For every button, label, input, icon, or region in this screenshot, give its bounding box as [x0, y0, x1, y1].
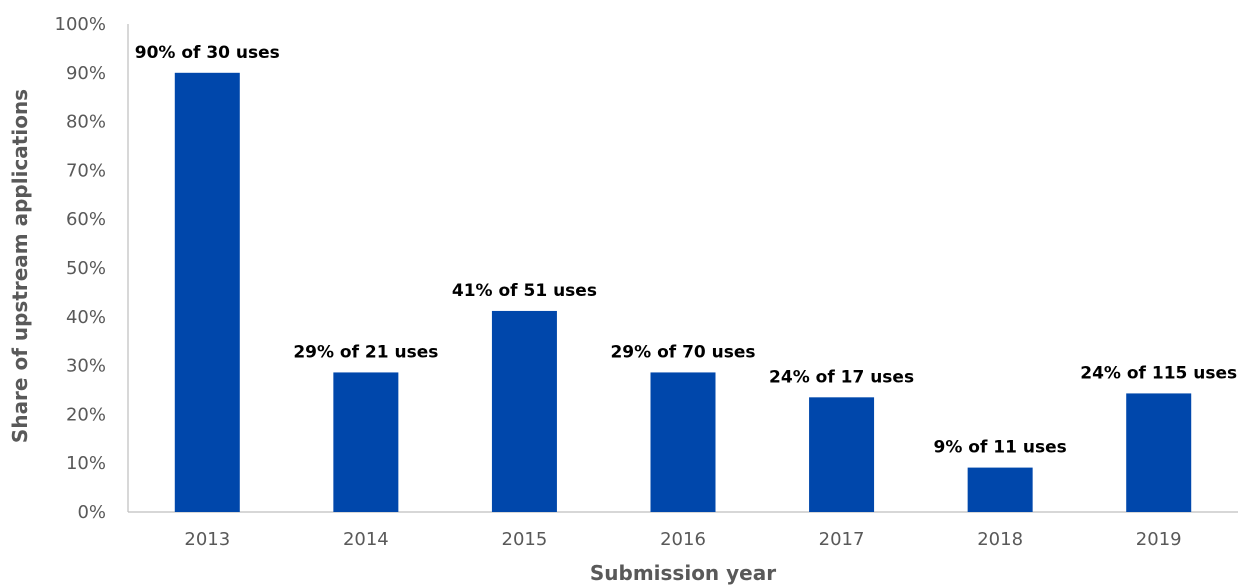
y-tick-label: 30%	[66, 356, 106, 377]
x-axis-title: Submission year	[590, 561, 776, 585]
y-tick-label: 0%	[77, 502, 106, 523]
x-tick-label-2014: 2014	[343, 529, 389, 550]
bar-2018	[967, 467, 1033, 512]
data-label-2017: 24% of 17 uses	[769, 367, 914, 387]
x-tick-label-2016: 2016	[660, 529, 706, 550]
bar-2013	[174, 72, 240, 513]
bar-2019	[1126, 393, 1192, 512]
y-tick-labels: 0% 10% 20% 30% 40% 50% 60% 70% 80% 90% 100%	[55, 14, 106, 523]
data-label-2018: 9% of 11 uses	[934, 438, 1067, 458]
y-tick-label: 70%	[66, 160, 106, 181]
data-label-2019: 24% of 115 uses	[1080, 363, 1237, 383]
x-tick-label-2017: 2017	[819, 529, 865, 550]
data-labels: 90% of 30 uses 29% of 21 uses 41% of 51 us…	[135, 43, 1237, 458]
bar-2017	[809, 397, 875, 512]
data-label-2014: 29% of 21 uses	[293, 342, 438, 362]
x-tick-label-2015: 2015	[502, 529, 548, 550]
data-label-2015: 41% of 51 uses	[452, 281, 597, 301]
y-tick-label: 100%	[55, 14, 106, 35]
bars	[174, 72, 1192, 513]
y-tick-label: 90%	[66, 63, 106, 84]
data-label-2016: 29% of 70 uses	[610, 342, 755, 362]
y-tick-label: 40%	[66, 307, 106, 328]
y-tick-label: 60%	[66, 209, 106, 230]
y-tick-label: 10%	[66, 453, 106, 474]
y-axis-title: Share of upstream applications	[8, 89, 32, 443]
bar-2015	[491, 310, 557, 512]
bar-2016	[650, 372, 716, 512]
bar-2014	[333, 372, 399, 512]
y-tick-label: 80%	[66, 112, 106, 133]
y-tick-label: 20%	[66, 404, 106, 425]
x-tick-label-2018: 2018	[977, 529, 1023, 550]
y-tick-label: 50%	[66, 258, 106, 279]
x-tick-labels: 2013 2014 2015 2016 2017 2018 2019	[184, 529, 1181, 550]
x-tick-label-2013: 2013	[184, 529, 230, 550]
data-label-2013: 90% of 30 uses	[135, 43, 280, 63]
x-tick-label-2019: 2019	[1136, 529, 1182, 550]
